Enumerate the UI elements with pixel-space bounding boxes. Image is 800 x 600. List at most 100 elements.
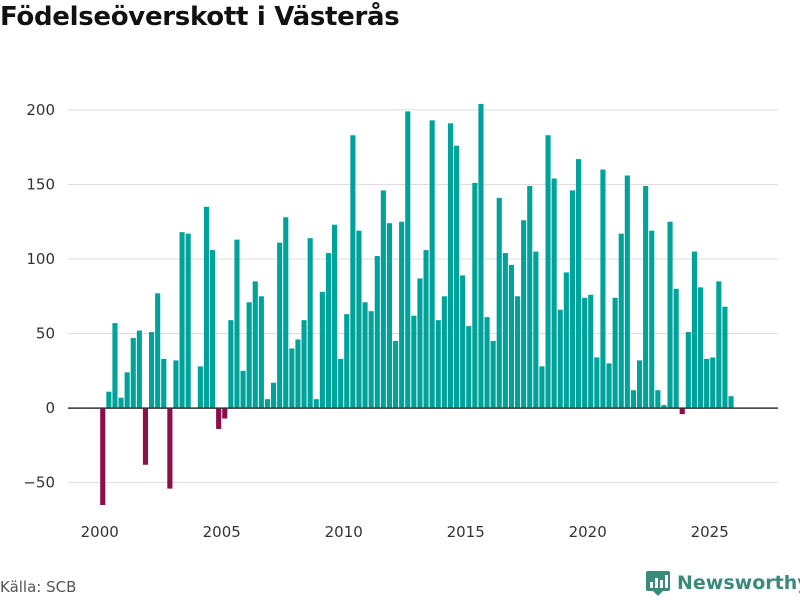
bar — [661, 405, 667, 409]
bar — [331, 224, 338, 409]
bar — [423, 250, 429, 409]
bar — [161, 358, 167, 409]
bar — [655, 390, 661, 409]
y-tick-label: 0 — [45, 399, 55, 417]
bar — [289, 348, 295, 409]
bar — [136, 330, 142, 409]
bar — [356, 230, 362, 409]
bar — [606, 363, 612, 409]
bar — [716, 281, 722, 409]
bar — [411, 315, 417, 409]
bar — [679, 408, 685, 415]
bar — [313, 399, 319, 409]
bar — [447, 123, 454, 409]
bar — [167, 408, 173, 489]
bar — [582, 297, 588, 409]
bar — [386, 223, 393, 409]
chart-title: Födelseöverskott i Västerås — [0, 2, 400, 32]
bar — [234, 239, 240, 409]
bar — [392, 341, 399, 409]
y-tick-label: 100 — [26, 250, 55, 268]
x-tick-label: 2015 — [447, 523, 485, 541]
bar — [112, 323, 118, 409]
bar — [210, 250, 216, 409]
bar — [484, 317, 490, 409]
bar — [185, 233, 191, 409]
bar — [624, 175, 630, 409]
bar — [106, 391, 112, 409]
bar — [155, 293, 161, 409]
brand-logo[interactable]: Newsworthy — [645, 570, 800, 596]
bar — [710, 357, 716, 409]
bar — [295, 339, 301, 409]
bar — [362, 302, 368, 409]
bar — [344, 314, 350, 409]
bar — [588, 294, 594, 409]
bar — [496, 197, 502, 409]
bar — [691, 251, 697, 409]
bar — [490, 341, 496, 409]
bar — [594, 357, 600, 409]
bar — [545, 135, 551, 409]
bar — [649, 230, 655, 409]
bar — [643, 185, 649, 409]
bar — [533, 251, 539, 409]
newsworthy-logo-icon — [646, 571, 670, 596]
bar — [149, 332, 155, 409]
bar — [301, 320, 307, 409]
bar — [600, 169, 606, 409]
bar — [417, 278, 423, 409]
bar — [197, 366, 203, 409]
bar — [100, 408, 106, 506]
bar — [258, 296, 264, 409]
bar — [405, 111, 411, 409]
x-tick-label: 2025 — [691, 523, 729, 541]
bar — [728, 396, 734, 409]
bar — [222, 408, 228, 419]
y-tick-label: −50 — [23, 474, 55, 492]
bar — [685, 332, 691, 409]
x-tick-label: 2005 — [203, 523, 241, 541]
bar — [319, 291, 325, 409]
bar — [246, 302, 252, 409]
bar — [118, 397, 124, 409]
bar — [124, 372, 130, 409]
bar — [502, 253, 508, 409]
bar — [142, 408, 149, 465]
bar — [325, 253, 332, 409]
bar — [521, 220, 527, 409]
bar — [667, 221, 673, 409]
bar — [252, 281, 258, 409]
bar — [338, 358, 344, 409]
bar — [478, 103, 484, 409]
bar — [429, 120, 435, 409]
bar — [514, 296, 521, 409]
bar — [374, 256, 380, 409]
bar — [240, 370, 246, 409]
bar — [527, 185, 533, 409]
y-tick-label: 150 — [26, 175, 55, 193]
bar — [539, 366, 545, 409]
bar — [453, 145, 460, 409]
bar — [179, 232, 185, 409]
bar — [460, 275, 466, 409]
y-tick-label: 200 — [26, 101, 55, 119]
bar — [307, 238, 313, 409]
bar — [277, 242, 283, 409]
x-tick-label: 2010 — [325, 523, 363, 541]
bar — [228, 320, 234, 409]
bar — [569, 190, 576, 409]
x-tick-label: 2000 — [81, 523, 119, 541]
bar — [466, 326, 472, 409]
bar — [368, 311, 374, 409]
x-tick-label: 2020 — [569, 523, 607, 541]
bar — [264, 399, 271, 409]
bars — [100, 103, 734, 506]
y-axis-ticks: −50 0 50 100 150 200 — [23, 101, 55, 492]
bar — [722, 306, 728, 409]
bar — [612, 297, 618, 409]
bar — [173, 360, 179, 409]
source-label: Källa: SCB — [0, 578, 77, 596]
bar — [216, 408, 222, 429]
bar — [508, 264, 515, 409]
